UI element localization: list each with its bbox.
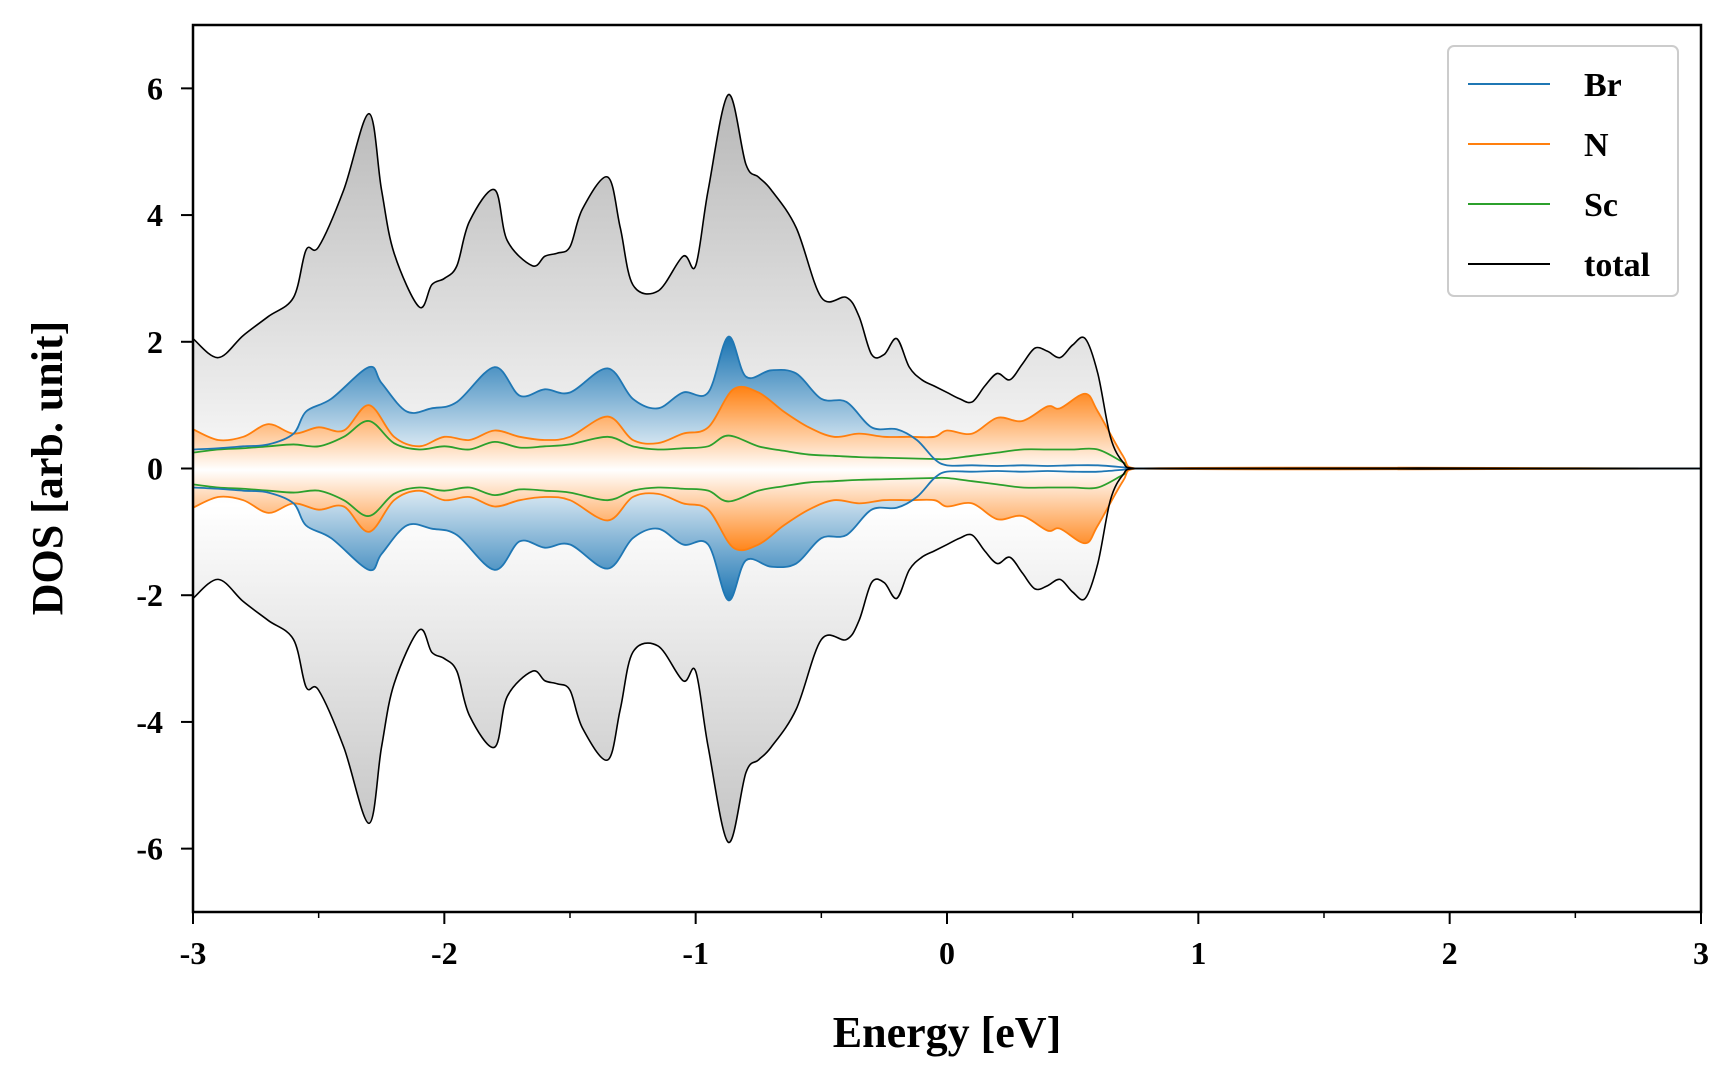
br-down-line (193, 467, 1701, 602)
legend-label-n: N (1584, 127, 1609, 164)
n-up-line (193, 385, 1701, 471)
y-axis: -6 -4 -2 0 2 4 6 (136, 70, 193, 867)
br-down-fill (193, 468, 1701, 601)
sc-up-line (193, 420, 1701, 470)
y-tick-label: 4 (147, 197, 163, 233)
legend-label-sc: Sc (1584, 187, 1618, 224)
line-layer (193, 93, 1701, 844)
y-tick-label: -2 (136, 577, 163, 613)
fill-layer (193, 94, 1701, 843)
total-up-fill (193, 94, 1701, 469)
total-up-line (193, 93, 1701, 470)
x-tick-label: 3 (1693, 935, 1709, 971)
total-down-fill (193, 468, 1701, 843)
y-tick-label: 2 (147, 324, 163, 360)
x-tick-label: 2 (1442, 935, 1458, 971)
y-axis-label: DOS [arb. unit] (23, 321, 72, 616)
x-tick-label: -3 (180, 935, 207, 971)
x-axis-label: Energy [eV] (833, 1008, 1062, 1057)
n-down-line (193, 466, 1701, 552)
y-tick-label: 6 (147, 70, 163, 106)
y-tick-label: -4 (136, 704, 163, 740)
x-axis: -3 -2 -1 0 1 2 3 (180, 912, 1709, 971)
n-down-fill (193, 467, 1701, 551)
sc-down-line (193, 467, 1701, 517)
x-tick-label: -2 (431, 935, 458, 971)
br-up-fill (193, 336, 1701, 469)
legend: Br N Sc total (1447, 45, 1679, 297)
n-up-fill (193, 386, 1701, 470)
br-up-line (193, 335, 1701, 470)
total-down-line (193, 467, 1701, 844)
legend-box (1447, 45, 1679, 297)
x-tick-label: -1 (682, 935, 709, 971)
y-tick-label: -6 (136, 831, 163, 867)
y-tick-label: 0 (147, 451, 163, 487)
x-tick-label: 1 (1190, 935, 1206, 971)
legend-label-total: total (1584, 247, 1650, 284)
x-tick-label: 0 (939, 935, 955, 971)
legend-label-br: Br (1584, 67, 1622, 104)
